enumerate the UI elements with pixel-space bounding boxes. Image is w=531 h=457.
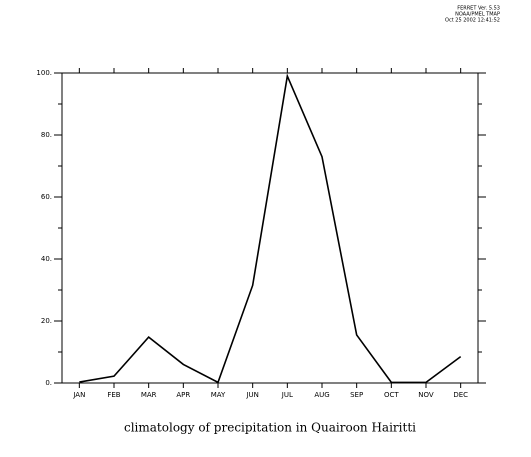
x-tick-label: MAY — [211, 391, 226, 399]
y-tick-label: 100. — [36, 69, 52, 77]
line-series — [79, 73, 462, 384]
x-tick-label: SEP — [350, 391, 363, 399]
y-tick-label: 0. — [45, 379, 52, 387]
header-line: NOAA/PMEL TMAP — [455, 12, 500, 18]
x-tick-label: MAR — [141, 391, 157, 399]
y-tick-label: 20. — [41, 317, 52, 325]
x-tick-label: DEC — [453, 391, 468, 399]
y-tick-label: 80. — [41, 131, 52, 139]
header-line: Oct 25 2002 12:41:52 — [445, 18, 500, 24]
chart-title: climatology of precipitation in Quairoon… — [124, 421, 416, 435]
x-tick-label: APR — [176, 391, 190, 399]
y-tick-label: 60. — [41, 193, 52, 201]
plot-frame — [61, 72, 479, 384]
y-tick-label: 40. — [41, 255, 52, 263]
x-tick-label: AUG — [314, 391, 329, 399]
x-tick-label: JUN — [245, 391, 258, 399]
x-tick-label: JUL — [281, 391, 293, 399]
x-tick-label: FEB — [107, 391, 120, 399]
x-tick-label: NOV — [418, 391, 434, 399]
header-line: FERRET Ver. 5.53 — [457, 6, 500, 12]
x-tick-label: OCT — [384, 391, 399, 399]
x-tick-label: JAN — [72, 391, 85, 399]
